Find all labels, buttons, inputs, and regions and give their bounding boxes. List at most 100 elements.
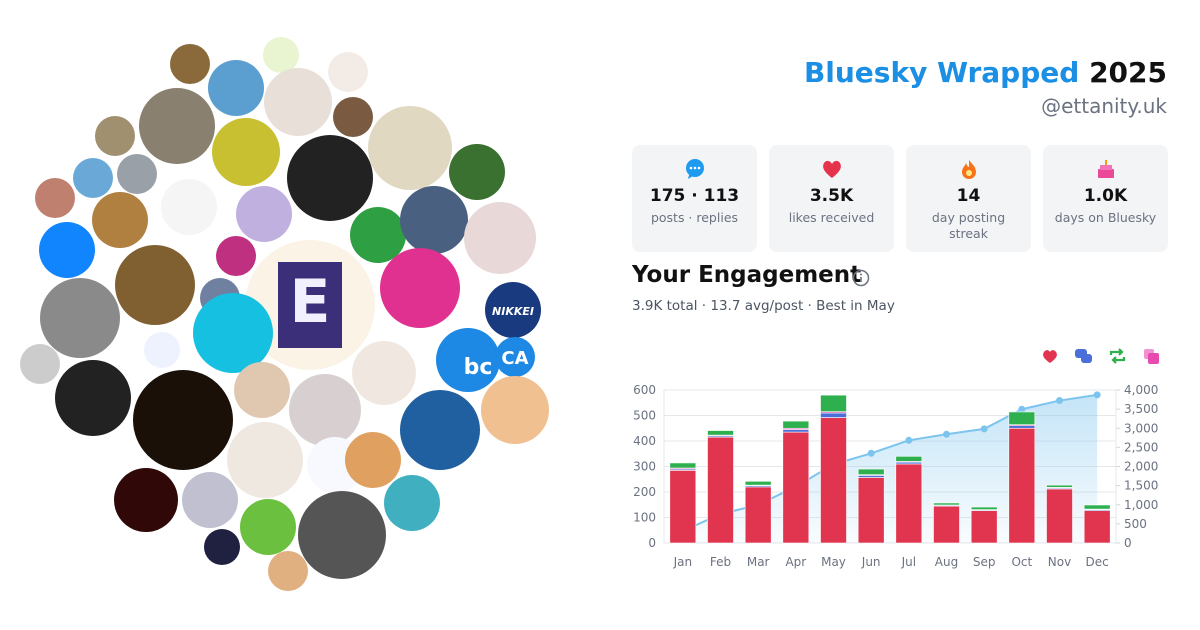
avatar bbox=[464, 202, 536, 274]
avatar bbox=[287, 135, 373, 221]
avatar bbox=[193, 293, 273, 373]
legend-icon[interactable] bbox=[1043, 350, 1057, 363]
y2-tick-label: 3,500 bbox=[1124, 402, 1158, 416]
y2-tick-label: 500 bbox=[1124, 517, 1147, 531]
avatar bbox=[55, 360, 131, 436]
avatar bbox=[35, 178, 75, 218]
brand: Bluesky Wrapped bbox=[803, 56, 1080, 89]
legend-icon[interactable] bbox=[1144, 349, 1159, 364]
y-tick-label: 500 bbox=[633, 409, 656, 423]
stat-card: 3.5K likes received bbox=[769, 145, 894, 252]
y-tick-label: 100 bbox=[633, 511, 656, 525]
avatar bbox=[20, 344, 60, 384]
avatar-text: CA bbox=[501, 348, 528, 369]
line-point bbox=[867, 449, 875, 457]
avatar bbox=[240, 499, 296, 555]
icon bbox=[685, 159, 704, 179]
y2-tick-label: 4,000 bbox=[1124, 383, 1158, 397]
line-point bbox=[1093, 391, 1101, 399]
x-tick-label: Jan bbox=[673, 555, 693, 569]
section-title: Your Engagement bbox=[632, 262, 862, 288]
avatar bbox=[144, 332, 180, 368]
avatar bbox=[115, 245, 195, 325]
x-tick-label: Feb bbox=[710, 555, 731, 569]
stat-card: 175 · 113 posts · replies bbox=[632, 145, 757, 252]
avatar bbox=[328, 52, 368, 92]
y2-tick-label: 1,500 bbox=[1124, 479, 1158, 493]
avatar-cluster: E NIKKEI bc CA bbox=[20, 37, 549, 591]
stat-value: 3.5K bbox=[809, 186, 854, 206]
stat-label: posts · replies bbox=[650, 210, 739, 225]
avatar bbox=[216, 236, 256, 276]
avatar bbox=[139, 88, 215, 164]
avatar bbox=[352, 341, 416, 405]
bar-segment bbox=[970, 506, 998, 510]
bar-segment bbox=[1083, 504, 1111, 510]
avatar bbox=[236, 186, 292, 242]
avatar bbox=[39, 222, 95, 278]
x-tick-label: Aug bbox=[935, 555, 958, 569]
bar-segment bbox=[707, 430, 734, 436]
avatar bbox=[117, 154, 157, 194]
legend-quote bbox=[1148, 353, 1159, 364]
y-tick-label: 600 bbox=[633, 383, 656, 397]
avatar-text: NIKKEI bbox=[492, 305, 534, 318]
avatar bbox=[92, 192, 148, 248]
line-point bbox=[980, 425, 988, 433]
avatar bbox=[400, 186, 468, 254]
bar-segment bbox=[1008, 427, 1036, 544]
bar-segment bbox=[782, 420, 810, 429]
avatar-text: E bbox=[290, 267, 331, 337]
avatar bbox=[170, 44, 210, 84]
icon bbox=[1097, 160, 1114, 178]
stat-card: 14 day posting streak bbox=[906, 145, 1031, 252]
bar-segment bbox=[782, 429, 810, 433]
stat-value: 175 · 113 bbox=[649, 186, 740, 206]
avatar bbox=[264, 68, 332, 136]
avatar bbox=[449, 144, 505, 200]
avatar bbox=[495, 337, 535, 377]
avatar bbox=[400, 390, 480, 470]
avatar bbox=[73, 158, 113, 198]
avatar bbox=[161, 179, 217, 235]
avatar bbox=[212, 118, 280, 186]
year: 2025 bbox=[1089, 56, 1167, 89]
stat-label: days on Bluesky bbox=[1054, 210, 1157, 225]
stat-value: 14 bbox=[956, 186, 981, 206]
x-tick-label: Jul bbox=[901, 555, 916, 569]
bar-segment bbox=[895, 463, 923, 544]
bar-segment bbox=[744, 486, 772, 544]
bar-segment bbox=[820, 412, 847, 418]
avatar bbox=[368, 106, 452, 190]
line-point bbox=[1056, 397, 1063, 405]
avatar bbox=[333, 97, 373, 137]
y2-tick-label: 0 bbox=[1124, 536, 1132, 550]
bar-segment bbox=[1008, 411, 1036, 425]
y2-tick-label: 2,500 bbox=[1124, 440, 1158, 454]
bar-segment bbox=[820, 417, 847, 544]
avatar-text: bc bbox=[464, 355, 493, 380]
x-tick-label: Sep bbox=[973, 555, 996, 569]
avatar bbox=[133, 370, 233, 470]
avatar bbox=[298, 491, 386, 579]
avatar-art bbox=[278, 262, 342, 348]
avatar bbox=[114, 468, 178, 532]
legend-icon[interactable] bbox=[1109, 348, 1126, 364]
avatar bbox=[345, 432, 401, 488]
bar-segment bbox=[1083, 510, 1111, 544]
avatar bbox=[481, 376, 549, 444]
bar-segment bbox=[1046, 484, 1073, 488]
legend-icon[interactable] bbox=[1075, 349, 1092, 363]
stat-label: day posting streak bbox=[931, 210, 1006, 241]
avatar bbox=[485, 282, 541, 338]
avatar bbox=[208, 60, 264, 116]
bar-segment bbox=[669, 470, 697, 544]
title: Bluesky Wrapped 2025 bbox=[804, 56, 1167, 89]
bar-segment bbox=[970, 510, 998, 544]
bar-segment bbox=[1008, 425, 1036, 429]
avatar bbox=[268, 551, 308, 591]
y-tick-label: 0 bbox=[648, 536, 656, 550]
info-icon[interactable] bbox=[852, 268, 872, 288]
legend-heart bbox=[1043, 350, 1057, 363]
legend-repost bbox=[1109, 348, 1126, 364]
